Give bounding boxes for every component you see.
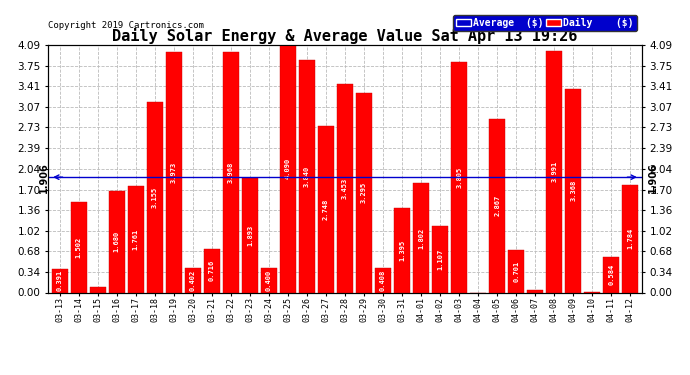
Text: 1.761: 1.761 xyxy=(132,229,139,250)
Legend: Average  ($), Daily    ($): Average ($), Daily ($) xyxy=(453,15,637,31)
Text: 0.402: 0.402 xyxy=(190,270,196,291)
Bar xyxy=(375,268,391,292)
Bar xyxy=(70,202,87,292)
Text: 3.968: 3.968 xyxy=(228,162,234,183)
Text: 3.453: 3.453 xyxy=(342,177,348,199)
Text: 3.295: 3.295 xyxy=(361,182,367,203)
Bar xyxy=(128,186,144,292)
Text: 3.840: 3.840 xyxy=(304,166,310,187)
Text: 1.395: 1.395 xyxy=(399,240,405,261)
Text: 3.368: 3.368 xyxy=(570,180,576,201)
Bar xyxy=(241,178,258,292)
Bar xyxy=(204,249,220,292)
Bar xyxy=(109,191,125,292)
Bar xyxy=(622,184,638,292)
Bar xyxy=(508,250,524,292)
Bar xyxy=(489,119,505,292)
Bar xyxy=(261,268,277,292)
Text: 0.408: 0.408 xyxy=(380,270,386,291)
Bar xyxy=(413,183,429,292)
Title: Daily Solar Energy & Average Value Sat Apr 13 19:26: Daily Solar Energy & Average Value Sat A… xyxy=(112,28,578,44)
Text: Copyright 2019 Cartronics.com: Copyright 2019 Cartronics.com xyxy=(48,21,204,30)
Bar xyxy=(147,102,163,292)
Text: 0.584: 0.584 xyxy=(609,264,614,285)
Text: 2.867: 2.867 xyxy=(494,195,500,216)
Text: 1.502: 1.502 xyxy=(76,236,81,258)
Bar xyxy=(356,93,372,292)
Text: 0.391: 0.391 xyxy=(57,270,63,291)
Text: 2.748: 2.748 xyxy=(323,199,329,220)
Text: 1.680: 1.680 xyxy=(114,231,120,252)
Bar xyxy=(546,51,562,292)
Bar xyxy=(527,290,543,292)
Bar xyxy=(299,60,315,292)
Text: 1.784: 1.784 xyxy=(627,228,633,249)
Bar xyxy=(52,269,68,292)
Text: 4.090: 4.090 xyxy=(285,158,291,179)
Text: 0.400: 0.400 xyxy=(266,270,272,291)
Bar xyxy=(394,208,410,292)
Text: 3.805: 3.805 xyxy=(456,167,462,188)
Text: 3.155: 3.155 xyxy=(152,186,158,208)
Bar xyxy=(603,257,620,292)
Bar xyxy=(432,225,448,292)
Bar xyxy=(90,287,106,292)
Text: 0.716: 0.716 xyxy=(209,260,215,282)
Text: 3.973: 3.973 xyxy=(171,162,177,183)
Bar xyxy=(318,126,334,292)
Text: 3.991: 3.991 xyxy=(551,161,558,182)
Bar xyxy=(185,268,201,292)
Bar xyxy=(337,84,353,292)
Text: 1.906: 1.906 xyxy=(39,162,49,192)
Text: 1.107: 1.107 xyxy=(437,248,443,270)
Bar xyxy=(223,53,239,292)
Bar xyxy=(451,62,467,292)
Text: 1.802: 1.802 xyxy=(418,227,424,249)
Bar xyxy=(166,52,182,292)
Text: 0.701: 0.701 xyxy=(513,261,519,282)
Bar xyxy=(280,45,296,292)
Bar xyxy=(565,89,581,292)
Text: 1.893: 1.893 xyxy=(247,225,253,246)
Text: 1.906: 1.906 xyxy=(648,162,658,192)
